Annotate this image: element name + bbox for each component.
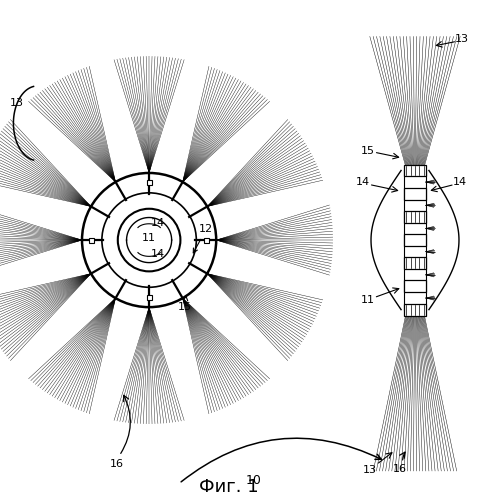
Text: 11: 11 — [361, 294, 375, 304]
Text: 14: 14 — [151, 218, 165, 228]
Bar — [404, 188, 426, 200]
Text: 16: 16 — [393, 464, 407, 473]
Bar — [404, 164, 426, 176]
Text: 13: 13 — [363, 464, 377, 474]
Text: 14: 14 — [151, 249, 165, 259]
Text: 11: 11 — [142, 233, 156, 243]
Bar — [404, 234, 426, 246]
Text: Фиг. 1: Фиг. 1 — [199, 478, 258, 496]
Text: 12: 12 — [193, 224, 213, 253]
Bar — [406, 258, 424, 268]
Bar — [406, 304, 424, 314]
Text: 15: 15 — [178, 296, 192, 312]
Text: 13: 13 — [9, 98, 23, 108]
Circle shape — [82, 173, 216, 307]
Text: 13: 13 — [455, 34, 469, 44]
Bar — [406, 212, 424, 222]
Bar — [404, 304, 426, 316]
Bar — [404, 211, 426, 223]
Text: 14: 14 — [356, 178, 370, 188]
Bar — [404, 258, 426, 269]
Text: 16: 16 — [110, 458, 124, 468]
Circle shape — [118, 208, 180, 272]
Bar — [404, 280, 426, 292]
Bar — [147, 294, 152, 300]
Text: 15: 15 — [361, 146, 375, 156]
Bar — [147, 180, 152, 186]
Circle shape — [102, 193, 196, 288]
Bar — [204, 238, 209, 242]
Text: 14: 14 — [453, 178, 467, 188]
Text: 10: 10 — [246, 474, 261, 486]
Bar — [406, 166, 424, 175]
Bar — [89, 238, 94, 242]
